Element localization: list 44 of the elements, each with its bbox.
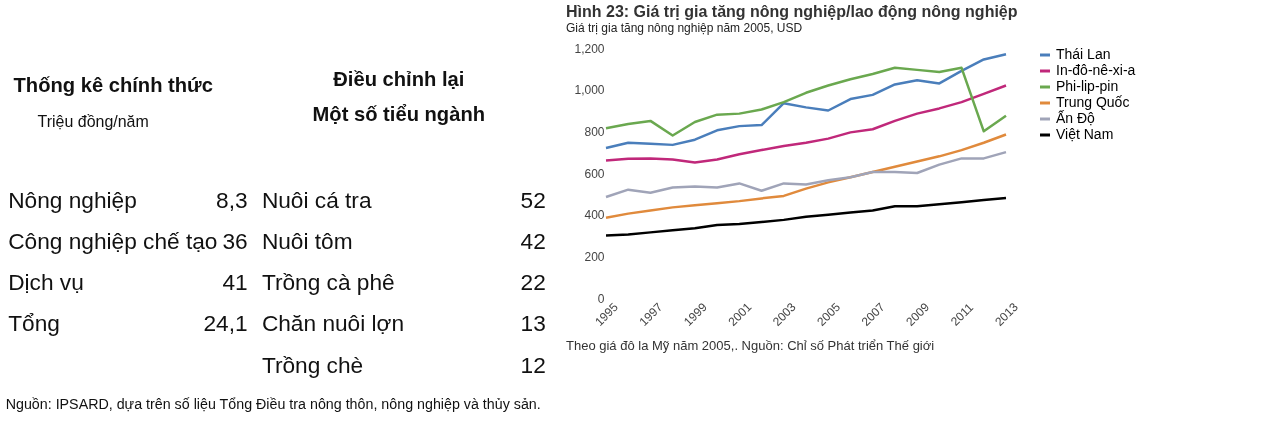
text: Công nghiệp chế tạo: [8, 228, 218, 255]
line-series: [604, 150, 1008, 199]
y-tick-label: 1,200: [574, 41, 605, 56]
y-tick-label: 800: [584, 124, 605, 139]
text: 13: [520, 310, 546, 337]
text: Điều chỉnh lại: [333, 67, 465, 90]
text: Thống kê chính thức: [13, 73, 213, 96]
chart-title: Hình 23: Giá trị gia tăng nông nghiệp/lao động nông nghiệp: [566, 3, 1018, 20]
y-tick-label: 200: [584, 249, 605, 264]
text: Trồng cà phê: [261, 269, 395, 296]
text: 36: [222, 228, 248, 255]
y-tick-label: 1,000: [574, 83, 605, 98]
text: Nông nghiệp: [8, 186, 137, 213]
y-tick-label: 400: [584, 208, 605, 223]
text: Triệu đồng/năm: [37, 112, 149, 130]
text: Trồng chè: [261, 351, 364, 378]
line-series: [604, 53, 1008, 150]
text: 24,1: [203, 310, 248, 337]
text: Một số tiểu ngành: [312, 103, 486, 126]
text: 8,3: [216, 186, 248, 213]
legend-label: Việt Nam: [1056, 126, 1114, 142]
text: Tổng: [8, 310, 60, 337]
line-series: [604, 84, 1008, 164]
line-series: [604, 66, 1008, 137]
line-series: [604, 196, 1008, 237]
legend-label: In-đô-nê-xi-a: [1056, 62, 1136, 78]
text: 52: [520, 186, 546, 213]
text: 41: [222, 269, 248, 296]
legend-label: Thái Lan: [1056, 46, 1111, 62]
text: Dịch vụ: [8, 269, 84, 296]
text: 42: [520, 228, 546, 255]
y-tick-label: 0: [597, 291, 605, 306]
text: 12: [520, 351, 546, 378]
legend-label: Ấn Độ: [1056, 110, 1096, 126]
legend-label: Trung Quốc: [1056, 94, 1130, 110]
legend-label: Phi-lip-pin: [1056, 78, 1119, 94]
text: Theo giá đô la Mỹ năm 2005,. Nguồn: Chỉ số Phát triển Thế giới: [566, 338, 935, 353]
text: Nuôi tôm: [261, 228, 353, 255]
text: 22: [520, 269, 546, 296]
chart-subtitle: Giá trị gia tăng nông nghiệp năm 2005, USD: [566, 21, 803, 35]
y-tick-label: 600: [584, 166, 605, 181]
text: Chăn nuôi lợn: [261, 310, 405, 337]
text: Nguồn: IPSARD, dựa trên số liệu Tổng Điều tra nông thôn, nông nghiệp và thủy sản.: [5, 396, 541, 412]
text: Nuôi cá tra: [261, 186, 372, 213]
